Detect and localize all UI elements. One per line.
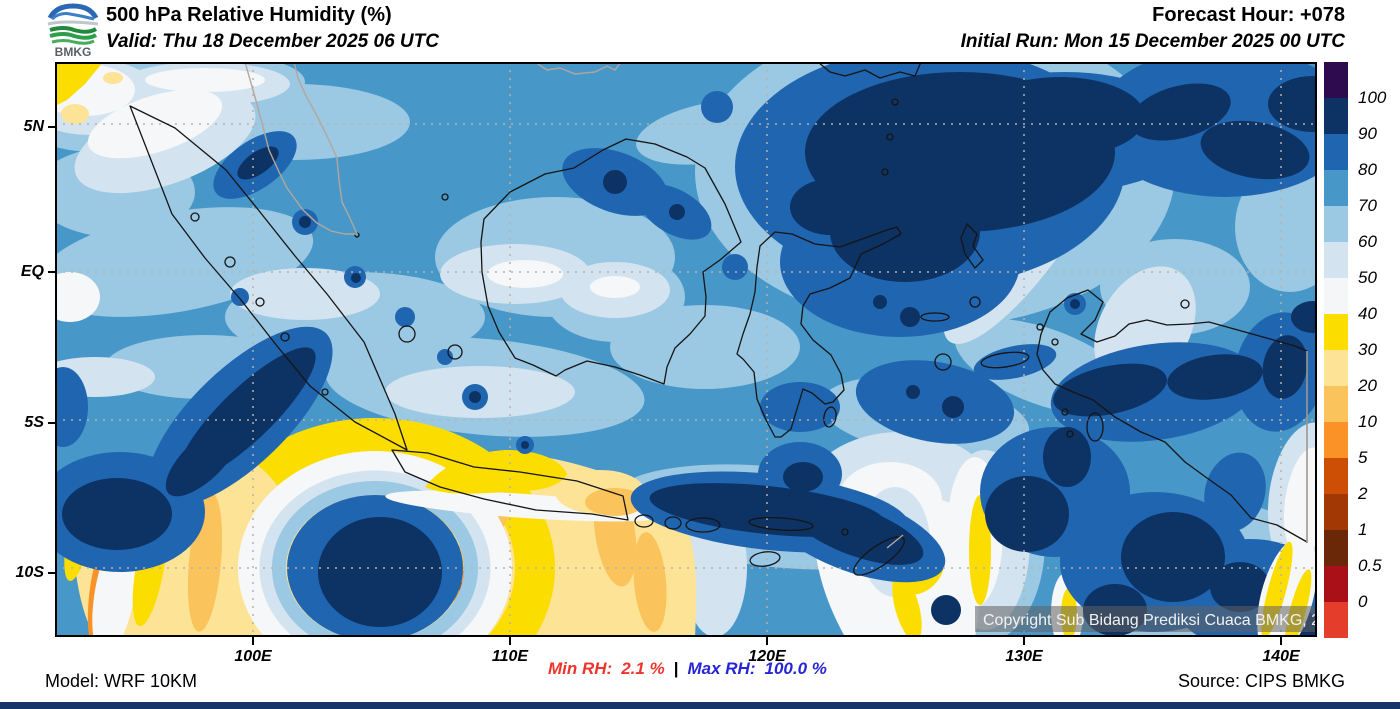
bmkg-logo-text: BMKG xyxy=(55,45,92,58)
contour-navy-layer xyxy=(62,72,1317,637)
colorbar-segment xyxy=(1324,206,1348,242)
source-label: Source: CIPS BMKG xyxy=(1177,671,1345,691)
lon-tick-label: 110E xyxy=(491,648,529,665)
colorbar-label: 5 xyxy=(1358,448,1368,467)
colorbar-label: 20 xyxy=(1358,376,1377,395)
colorbar-segment xyxy=(1324,350,1348,386)
colorbar-label: 50 xyxy=(1358,268,1377,287)
colorbar-label: 2 xyxy=(1358,484,1368,503)
lat-tick-label: 10S xyxy=(15,564,44,581)
map-frame xyxy=(55,62,1317,637)
valid-time: Valid: Thu 18 December 2025 06 UTC xyxy=(106,31,439,52)
initial-run: Initial Run: Mon 15 December 2025 00 UTC xyxy=(960,31,1345,52)
colorbar-segment xyxy=(1324,242,1348,278)
lat-tick-label: 5N xyxy=(23,118,44,135)
colorbar-segment xyxy=(1324,170,1348,206)
max-rh-label: Max RH: xyxy=(687,659,756,678)
foreign-coastlines xyxy=(244,62,1308,549)
colorbar-segment xyxy=(1324,62,1348,98)
lon-tick xyxy=(509,637,511,645)
bottom-strip xyxy=(0,702,1400,709)
colorbar-segment xyxy=(1324,422,1348,458)
min-rh-label: Min RH: xyxy=(548,659,613,678)
colorbar-label: 0.5 xyxy=(1358,556,1382,575)
colorbar-label: 100 xyxy=(1358,88,1387,107)
colorbar-legend: 100 90 80 70 60 50 40 30 20 10 5 2 1 0.5 0 xyxy=(1324,62,1400,638)
bmkg-logo: BMKG xyxy=(47,3,99,58)
lat-tick xyxy=(48,271,56,273)
minmax-separator: | xyxy=(673,659,679,678)
lon-tick xyxy=(1023,637,1025,645)
copyright-text: Copyright Sub Bidang Prediksi Cuaca BMKG… xyxy=(983,612,1317,629)
lat-tick xyxy=(48,126,56,128)
lon-tick xyxy=(252,637,254,645)
colorbar-segment xyxy=(1324,494,1348,530)
colorbar-segment xyxy=(1324,278,1348,314)
colorbar-label: 10 xyxy=(1358,412,1377,431)
bmkg-logo-cloud xyxy=(47,3,99,26)
lat-tick-label: EQ xyxy=(20,263,44,280)
colorbar-segment xyxy=(1324,530,1348,566)
colorbar-label: 40 xyxy=(1358,304,1377,323)
colorbar-segment xyxy=(1324,458,1348,494)
colorbar-segment xyxy=(1324,314,1348,350)
colorbar-label: 80 xyxy=(1358,160,1377,179)
coastlines xyxy=(129,62,1308,576)
page-title: 500 hPa Relative Humidity (%) xyxy=(106,4,392,26)
colorbar-segment xyxy=(1324,602,1348,638)
lon-tick-label: 100E xyxy=(234,648,272,665)
lat-tick-label: 5S xyxy=(24,414,44,431)
max-rh-value: 100.0 % xyxy=(764,659,827,678)
colorbar-label: 30 xyxy=(1358,340,1377,359)
colorbar-segment xyxy=(1324,566,1348,602)
lat-tick xyxy=(48,572,56,574)
colorbar-segment xyxy=(1324,386,1348,422)
colorbar-label: 90 xyxy=(1358,124,1377,143)
copyright-watermark: Copyright Sub Bidang Prediksi Cuaca BMKG… xyxy=(975,606,1317,632)
minmax-row: Min RH: 2.1 % | Max RH: 100.0 % xyxy=(548,659,827,679)
lon-tick xyxy=(766,637,768,645)
colorbar-label: 70 xyxy=(1358,196,1377,215)
colorbar-label: 1 xyxy=(1358,520,1368,539)
lat-tick xyxy=(48,422,56,424)
lon-tick xyxy=(1280,637,1282,645)
colorbar-segment xyxy=(1324,98,1348,134)
colorbar-label: 0 xyxy=(1358,592,1368,611)
lon-tick-label: 140E xyxy=(1262,648,1300,665)
lon-tick-label: 130E xyxy=(1005,648,1043,665)
colorbar-label: 60 xyxy=(1358,232,1377,251)
model-label: Model: WRF 10KM xyxy=(45,671,198,691)
min-rh-value: 2.1 % xyxy=(621,659,665,678)
bmkg-logo-waves xyxy=(49,26,98,45)
colorbar-segment xyxy=(1324,134,1348,170)
forecast-hour: Forecast Hour: +078 xyxy=(1152,4,1345,26)
map-canvas: Copyright Sub Bidang Prediksi Cuaca BMKG… xyxy=(55,62,1317,637)
lon-tick-label: 120E xyxy=(748,648,786,665)
